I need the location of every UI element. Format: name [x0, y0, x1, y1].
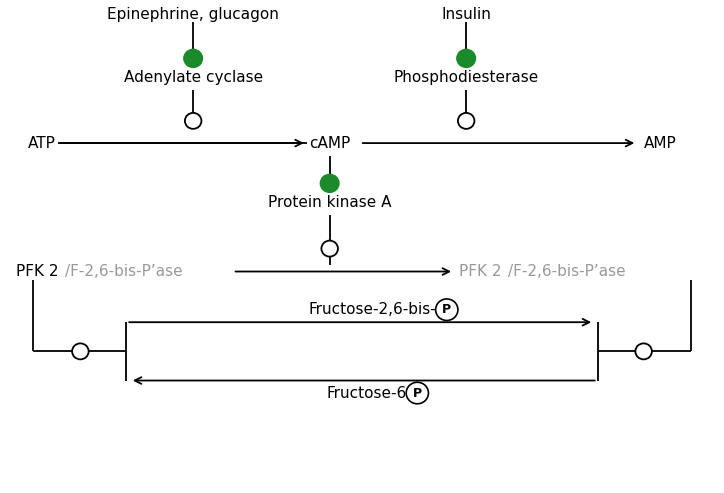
Text: PFK 2: PFK 2	[459, 264, 502, 279]
Text: P: P	[442, 303, 451, 316]
Circle shape	[458, 113, 474, 129]
Text: P: P	[413, 387, 422, 399]
Circle shape	[457, 49, 476, 68]
Circle shape	[184, 49, 203, 68]
Text: cAMP: cAMP	[309, 136, 350, 150]
Text: ATP: ATP	[28, 136, 56, 150]
Text: /F-2,6-bis-P’ase: /F-2,6-bis-P’ase	[64, 264, 182, 279]
Circle shape	[72, 344, 88, 359]
Text: Adenylate cyclase: Adenylate cyclase	[124, 70, 263, 85]
Text: Fructose-6-: Fructose-6-	[326, 386, 412, 400]
Text: /F-2,6-bis-P’ase: /F-2,6-bis-P’ase	[508, 264, 626, 279]
Circle shape	[320, 175, 339, 192]
Circle shape	[636, 344, 652, 359]
Text: Fructose-2,6-bis-: Fructose-2,6-bis-	[308, 302, 436, 317]
Circle shape	[185, 113, 201, 129]
Text: Protein kinase A: Protein kinase A	[268, 195, 392, 210]
Circle shape	[321, 241, 338, 256]
Text: AMP: AMP	[644, 136, 677, 150]
Text: Epinephrine, glucagon: Epinephrine, glucagon	[107, 6, 279, 22]
Circle shape	[436, 299, 458, 320]
Circle shape	[406, 382, 429, 404]
Text: Phosphodiesterase: Phosphodiesterase	[394, 70, 539, 85]
Text: PFK 2: PFK 2	[16, 264, 58, 279]
Text: Insulin: Insulin	[441, 6, 491, 22]
